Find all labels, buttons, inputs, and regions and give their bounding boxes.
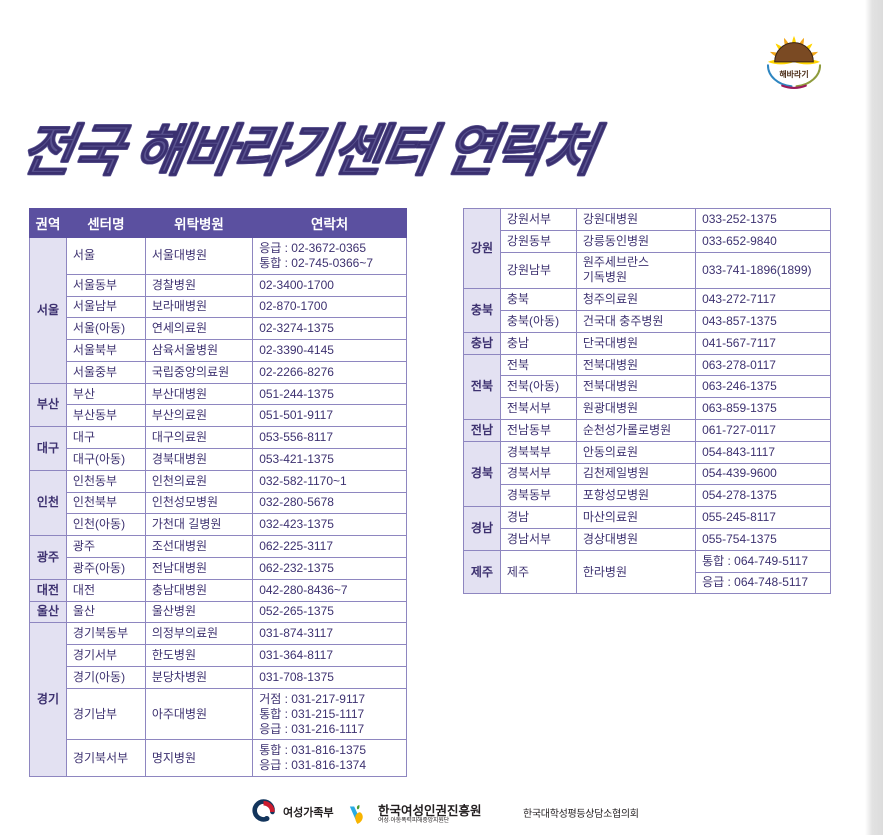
svg-text:해바라기: 해바라기 (779, 69, 808, 79)
